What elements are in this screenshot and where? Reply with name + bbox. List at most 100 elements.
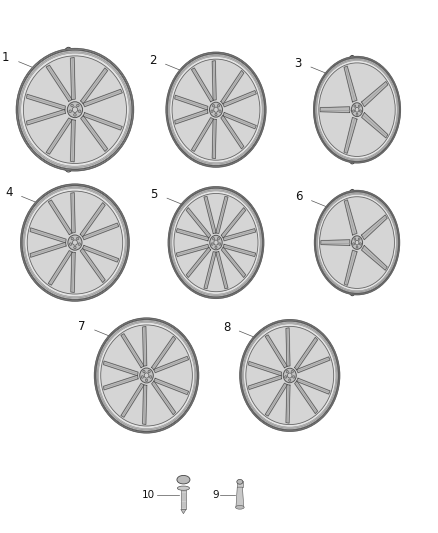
Ellipse shape [74,246,76,249]
Polygon shape [154,357,189,373]
Polygon shape [295,337,318,370]
Polygon shape [71,192,75,233]
Text: 9: 9 [212,490,219,500]
Text: 10: 10 [142,490,155,500]
Text: 5: 5 [151,188,158,201]
Ellipse shape [23,56,127,164]
Ellipse shape [21,53,129,166]
Ellipse shape [215,114,217,116]
Ellipse shape [219,243,221,245]
Ellipse shape [16,49,134,171]
Polygon shape [297,378,330,394]
Ellipse shape [69,243,72,245]
Polygon shape [362,112,388,138]
Ellipse shape [241,321,339,430]
Ellipse shape [172,59,260,160]
Ellipse shape [77,104,79,107]
Ellipse shape [148,370,150,373]
Ellipse shape [343,189,362,296]
Ellipse shape [74,114,76,116]
Polygon shape [152,336,176,370]
Polygon shape [361,246,387,270]
Ellipse shape [351,236,363,249]
Polygon shape [223,244,256,256]
Polygon shape [212,119,216,159]
Text: 6: 6 [295,190,302,204]
Ellipse shape [210,236,222,250]
Ellipse shape [212,104,215,107]
Ellipse shape [289,379,291,382]
Polygon shape [81,116,108,151]
Polygon shape [181,510,186,514]
Text: 1: 1 [2,52,10,64]
Polygon shape [48,200,72,235]
Polygon shape [344,200,357,235]
Polygon shape [286,328,290,366]
Ellipse shape [355,240,359,245]
Ellipse shape [167,54,265,166]
Polygon shape [71,252,75,293]
Polygon shape [221,247,246,278]
Ellipse shape [19,52,131,168]
Polygon shape [27,109,65,125]
Text: 8: 8 [223,321,230,334]
Ellipse shape [21,184,129,301]
Bar [237,481,243,487]
Polygon shape [344,117,357,154]
Polygon shape [176,244,209,256]
Ellipse shape [168,187,264,298]
Ellipse shape [217,104,219,107]
Ellipse shape [174,193,258,292]
Ellipse shape [140,368,153,383]
Polygon shape [223,112,256,129]
Ellipse shape [343,55,362,164]
Polygon shape [82,245,119,262]
Ellipse shape [56,47,81,172]
Ellipse shape [287,373,292,378]
Polygon shape [212,61,216,100]
Ellipse shape [78,110,81,112]
Polygon shape [143,326,147,366]
Ellipse shape [18,50,132,169]
Ellipse shape [246,326,334,425]
Polygon shape [295,381,318,414]
Ellipse shape [99,322,195,429]
Ellipse shape [73,240,78,245]
Polygon shape [344,66,357,102]
Ellipse shape [77,237,79,240]
Polygon shape [154,378,189,394]
Ellipse shape [283,368,296,383]
Ellipse shape [291,370,293,373]
Ellipse shape [356,246,358,248]
Ellipse shape [314,56,400,163]
Polygon shape [361,215,387,240]
Ellipse shape [209,102,223,117]
Polygon shape [30,228,66,243]
Ellipse shape [351,103,363,117]
Polygon shape [80,248,105,282]
Ellipse shape [172,191,260,294]
Ellipse shape [67,102,82,118]
Polygon shape [191,118,214,151]
Ellipse shape [286,370,288,373]
Bar [181,487,186,510]
Ellipse shape [237,479,243,484]
Polygon shape [362,82,388,107]
Ellipse shape [217,238,219,240]
Ellipse shape [22,185,128,300]
Polygon shape [204,197,216,233]
Polygon shape [27,94,65,110]
Ellipse shape [96,319,198,431]
Polygon shape [121,383,144,417]
Polygon shape [186,208,211,238]
Polygon shape [80,203,105,237]
Ellipse shape [315,58,399,161]
Polygon shape [286,385,290,423]
Ellipse shape [171,190,261,296]
Ellipse shape [177,486,190,490]
Ellipse shape [242,322,337,429]
Polygon shape [221,70,244,104]
Ellipse shape [72,107,78,112]
Polygon shape [71,119,75,162]
Ellipse shape [318,195,396,291]
